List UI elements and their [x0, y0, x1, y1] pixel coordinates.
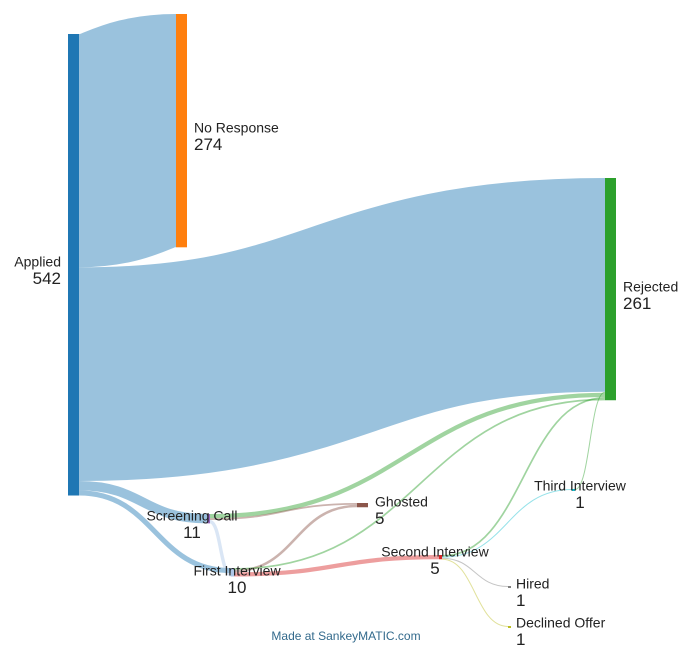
node-label-hired: Hired: [516, 575, 549, 591]
flow-screening-call-to-rejected[interactable]: [209, 392, 606, 519]
flow-second-interview-to-third-interview[interactable]: [441, 489, 573, 558]
node-value-ghosted: 5: [375, 509, 384, 528]
node-value-third-interview: 1: [575, 493, 584, 512]
flow-second-interview-to-rejected[interactable]: [441, 396, 606, 557]
flow-screening-call-to-ghosted[interactable]: [209, 503, 358, 520]
node-label-no-response: No Response: [194, 119, 279, 135]
node-ghosted[interactable]: [357, 503, 368, 508]
node-value-first-interview: 10: [228, 578, 247, 597]
flow-first-interview-to-rejected[interactable]: [233, 398, 606, 570]
node-rejected[interactable]: [605, 178, 616, 401]
node-label-third-interview: Third Interview: [534, 477, 627, 493]
flow-applied-to-screening-call[interactable]: [78, 481, 208, 524]
flow-third-interview-to-rejected[interactable]: [574, 391, 606, 490]
flow-screening-call-to-first-interview[interactable]: [209, 519, 232, 577]
sankeymatic-credit-link[interactable]: Made at SankeyMATIC.com: [271, 629, 420, 643]
node-label-first-interview: First Interview: [193, 562, 281, 578]
node-label-second-interview: Second Interview: [381, 543, 489, 559]
nodes-layer: [68, 14, 616, 628]
node-declined-offer[interactable]: [508, 626, 511, 628]
node-value-hired: 1: [516, 591, 525, 610]
node-value-screening-call: 11: [183, 523, 201, 542]
flow-applied-to-no-response[interactable]: [74, 14, 181, 268]
flow-first-interview-to-second-interview[interactable]: [233, 555, 440, 577]
flow-applied-to-rejected[interactable]: [78, 177, 606, 482]
flow-first-interview-to-ghosted[interactable]: [233, 504, 358, 573]
node-label-rejected: Rejected: [623, 278, 678, 294]
node-screening-call[interactable]: [207, 514, 210, 524]
flow-applied-to-first-interview[interactable]: [78, 490, 232, 574]
node-value-rejected: 261: [623, 294, 651, 313]
node-value-applied: 542: [33, 269, 61, 288]
node-label-ghosted: Ghosted: [375, 493, 428, 509]
node-label-screening-call: Screening Call: [146, 507, 237, 523]
node-third-interview[interactable]: [572, 489, 575, 491]
node-first-interview[interactable]: [231, 568, 234, 577]
node-value-declined-offer: 1: [516, 630, 525, 645]
node-value-second-interview: 5: [430, 559, 439, 578]
node-label-declined-offer: Declined Offer: [516, 614, 606, 630]
node-label-applied: Applied: [14, 253, 61, 269]
flow-second-interview-to-declined-offer[interactable]: [441, 558, 509, 627]
flows-layer: [74, 14, 606, 627]
node-value-no-response: 274: [194, 135, 222, 154]
node-no-response[interactable]: [176, 14, 187, 248]
node-second-interview[interactable]: [439, 555, 442, 560]
node-hired[interactable]: [508, 586, 511, 588]
node-applied[interactable]: [68, 34, 79, 496]
flow-second-interview-to-hired[interactable]: [441, 557, 509, 587]
